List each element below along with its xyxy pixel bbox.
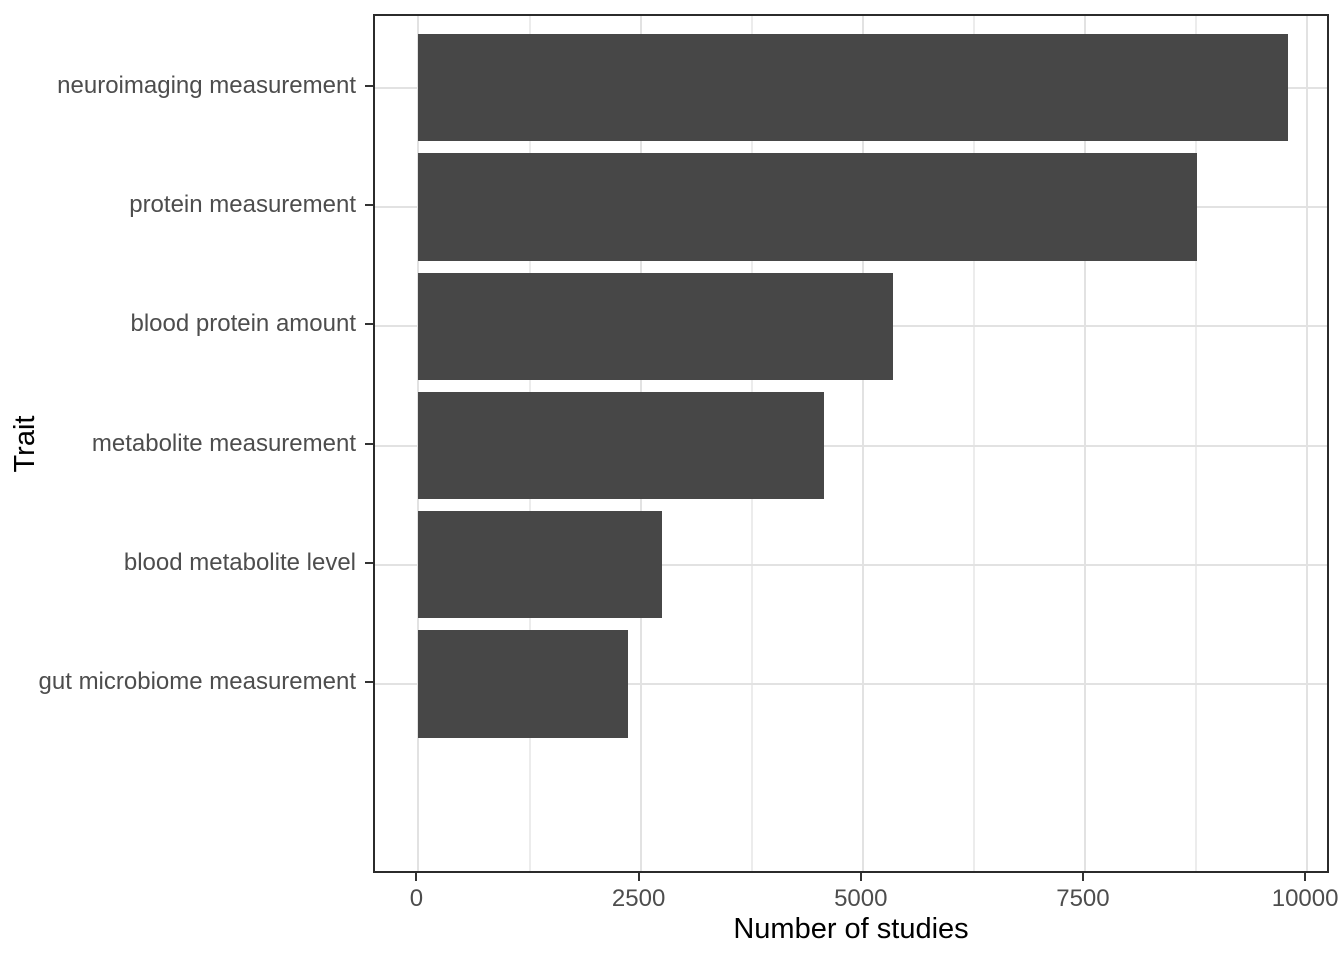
bar-1 [418, 153, 1197, 261]
y-major-gridline [375, 683, 1327, 686]
x-tick-mark [415, 873, 418, 881]
x-tick-label: 0 [409, 885, 424, 912]
x-major-gridline [1083, 16, 1086, 871]
y-axis-category-label: blood protein amount [130, 310, 357, 338]
bar-3 [418, 391, 824, 500]
x-tick-mark [1304, 873, 1307, 881]
y-tick-mark [365, 323, 373, 326]
y-tick-mark [365, 561, 373, 564]
bar-5 [418, 630, 629, 738]
y-axis-category-label: metabolite measurement [91, 429, 356, 457]
y-axis-category-label: blood metabolite level [123, 548, 356, 576]
x-minor-gridline [1195, 16, 1197, 871]
y-tick-mark [365, 84, 373, 87]
x-tick-label: 7500 [1056, 885, 1110, 912]
y-tick-mark [365, 681, 373, 684]
y-axis-title: Trait [9, 415, 41, 472]
x-major-gridline [861, 16, 864, 871]
bar-2 [418, 272, 893, 380]
y-axis-category-label: neuroimaging measurement [57, 71, 356, 99]
x-major-gridline [1306, 16, 1309, 871]
x-axis-title: Number of studies [733, 913, 969, 945]
x-tick-label: 2500 [611, 885, 666, 912]
y-tick-mark [365, 442, 373, 445]
y-axis-category-label: protein measurement [129, 190, 356, 218]
y-major-gridline [375, 563, 1327, 566]
y-major-gridline [375, 444, 1327, 447]
x-tick-mark [637, 873, 640, 881]
y-tick-mark [365, 203, 373, 206]
bar-4 [418, 511, 662, 619]
x-tick-label: 5000 [834, 885, 888, 912]
x-tick-mark [859, 873, 862, 881]
bar-0 [418, 33, 1288, 142]
y-axis-category-label: gut microbiome measurement [38, 668, 356, 696]
plot-panel [373, 14, 1329, 873]
x-minor-gridline [972, 16, 975, 871]
x-tick-mark [1081, 873, 1084, 881]
x-tick-label: 10000 [1271, 885, 1339, 912]
